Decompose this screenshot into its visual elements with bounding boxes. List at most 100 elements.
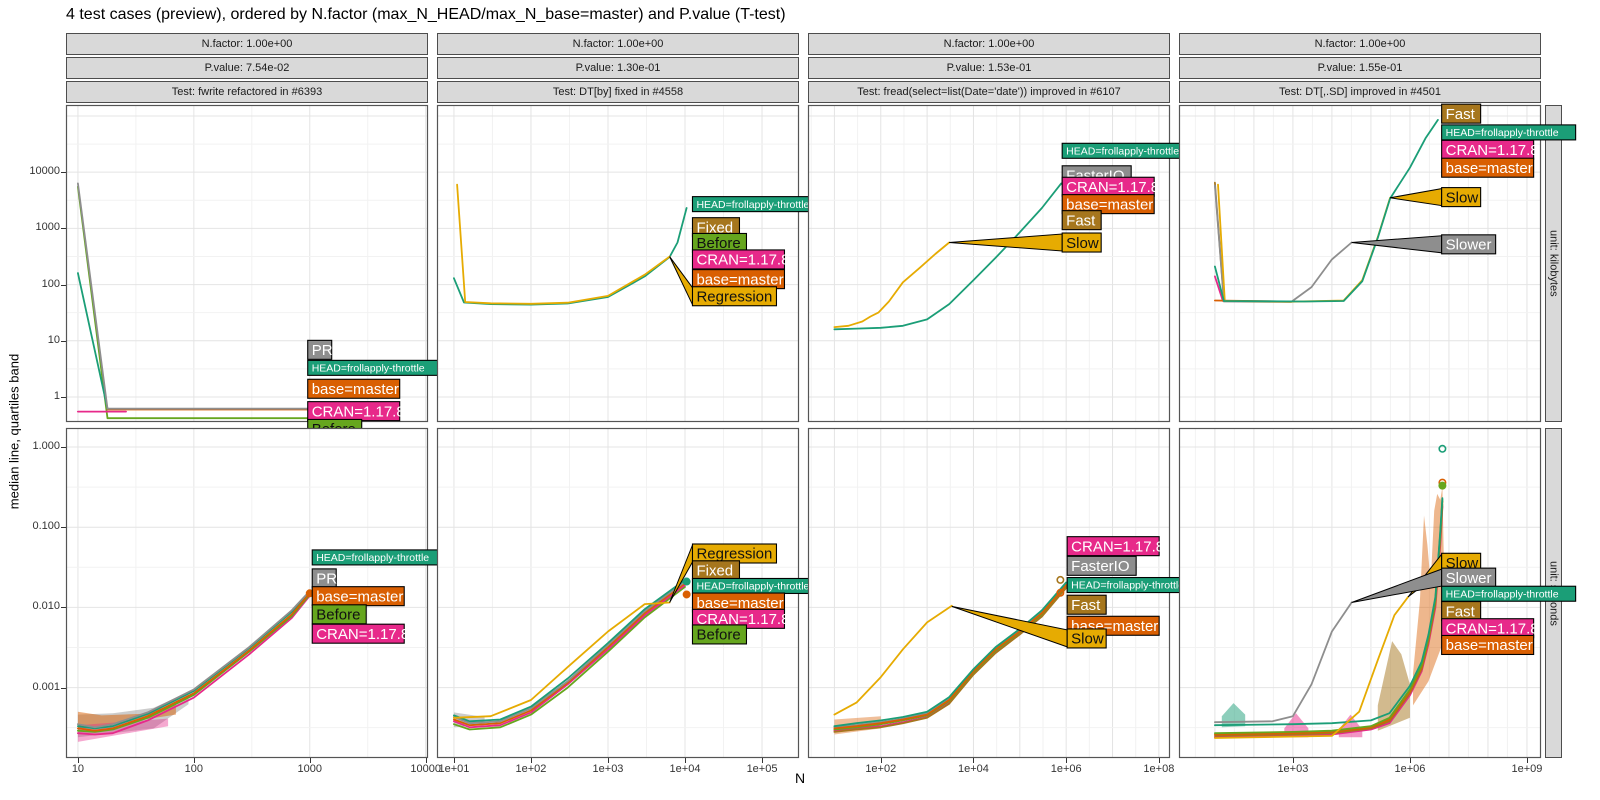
facet-strip: Test: fread(select=list(Date='date')) im… [808, 81, 1170, 103]
series-label-text: FasterIO [1071, 558, 1129, 575]
x-tick-mark [77, 758, 79, 763]
series-label-box [1441, 585, 1577, 602]
y-tick-mark [61, 607, 66, 609]
x-tick-mark [193, 758, 195, 763]
series-label-box [311, 623, 405, 644]
y-tick-mark [61, 447, 66, 448]
series-line-yellow [833, 604, 953, 716]
series-label-text: CRAN=1.17.8 [312, 403, 405, 420]
series-label-box [1066, 628, 1107, 649]
series-label-box [1441, 103, 1482, 124]
x-tick-label: 1e+08 [1143, 763, 1175, 775]
y-tick-label: 0.100 [32, 520, 60, 533]
facet-strip: P.value: 1.55e-01 [1179, 57, 1541, 79]
data-point-orange [682, 590, 691, 599]
series-line-yellow [1214, 595, 1410, 739]
data-point-teal [1438, 444, 1447, 453]
x-tick-label: 10000 [410, 763, 441, 775]
panel-2-1: CRAN=1.17.8 FasterIO HEAD=frollapply-throt… [807, 427, 1202, 759]
series-label-text: Fast [1446, 603, 1476, 620]
series-label-text: Before [696, 627, 740, 644]
series-line-teal [76, 272, 109, 410]
series-label-text: Fixed [696, 219, 733, 236]
series-label-text: base=master [1446, 160, 1533, 177]
data-point-teal [682, 577, 691, 586]
panel-1-0: HEAD=frollapply-throttle FixedBeforeCRAN=… [436, 104, 828, 423]
x-tick-label: 1e+09 [1511, 763, 1543, 775]
y-tick-label: 10 [47, 333, 60, 346]
y-tick-label: 1.000 [32, 440, 60, 452]
series-line-yellow [456, 183, 671, 305]
y-tick-label: 0.001 [32, 680, 60, 693]
y-tick-mark [61, 284, 66, 286]
series-label-box [1061, 232, 1102, 253]
series-line-gray [1214, 601, 1353, 724]
facet-strip: P.value: 1.30e-01 [437, 57, 799, 79]
series-label-text: base=master [312, 381, 399, 398]
series-label-text: CRAN=1.17.8 [1446, 142, 1539, 159]
x-tick-label: 1e+05 [746, 763, 778, 775]
plot-title: 4 test cases (preview), ordered by N.fac… [66, 6, 786, 23]
x-tick-mark [762, 758, 764, 763]
quartile-band-orange [77, 704, 176, 730]
series-label-text: CRAN=1.17.8 [696, 611, 789, 628]
series-label-text: Slow [1446, 189, 1479, 206]
x-axis-label: N [794, 770, 806, 786]
x-tick-label: 100 [184, 763, 204, 775]
panel-border [1178, 104, 1542, 423]
series-line-yellow [833, 241, 951, 329]
x-tick-label: 1e+04 [958, 763, 989, 775]
x-tick-label: 1e+06 [1050, 763, 1082, 775]
series-label-text: Before [316, 607, 360, 624]
series-line-orange [76, 592, 311, 732]
series-label-text: CRAN=1.17.8 [696, 252, 789, 269]
x-tick-label: 1000 [297, 763, 322, 775]
facet-strip: Test: DT[by] fixed in #4558 [437, 81, 799, 103]
series-label-text: HEAD=frollapply-throttle [1446, 127, 1559, 139]
series-label-text: Fast [1066, 212, 1096, 229]
series-line-teal [1214, 118, 1439, 303]
series-line-teal [452, 578, 686, 723]
series-label-text: HEAD=frollapply-throttle [1066, 145, 1179, 157]
x-tick-mark [973, 758, 975, 763]
facet-strip: P.value: 7.54e-02 [66, 57, 428, 79]
y-tick-mark [61, 228, 66, 230]
panel-border [807, 104, 1171, 423]
series-label-box [1441, 634, 1535, 656]
series-label-box [691, 249, 786, 270]
series-label-box [1441, 187, 1482, 208]
series-line-green [452, 585, 686, 731]
series-label-text: base=master [316, 588, 403, 605]
series-label-text: CRAN=1.17.8 [1071, 538, 1164, 555]
x-tick-mark [607, 758, 609, 763]
series-label-text: Regression [696, 288, 772, 305]
x-tick-mark [425, 758, 427, 763]
x-tick-mark [1292, 758, 1294, 763]
series-label-text: HEAD=frollapply-throttle [1446, 588, 1559, 600]
series-line-gray [76, 182, 314, 410]
series-label-text: Slower [1446, 237, 1492, 254]
series-label-box [691, 624, 748, 645]
series-label-text: HEAD=frollapply-throttle [312, 363, 425, 375]
series-label-text: HEAD=frollapply-throttle [696, 199, 809, 211]
facet-strip: Test: fwrite refactored in #6393 [66, 81, 428, 103]
series-label-box [1066, 536, 1160, 557]
unit-strip-label: unit: kilobytes [1547, 230, 1560, 297]
y-tick-label: 10000 [29, 165, 60, 178]
y-tick-label: 1 [53, 389, 60, 402]
facet-strip: N.factor: 1.00e+00 [808, 33, 1170, 55]
series-label-text: CRAN=1.17.8 [316, 626, 409, 643]
series-label-text: CRAN=1.17.8 [1446, 620, 1539, 637]
y-tick-label: 0.010 [32, 600, 60, 613]
quartile-band-orange [1413, 486, 1445, 706]
x-tick-label: 1e+01 [438, 763, 470, 775]
series-label-text: Regression [696, 546, 772, 563]
y-tick-label: 1000 [35, 221, 60, 234]
panel-border [436, 104, 800, 423]
panel-0-0: PR HEAD=frollapply-throttle base=master CRA… [65, 104, 443, 439]
y-tick-mark [61, 527, 66, 529]
series-label-text: base=master [1066, 196, 1153, 213]
y-tick-mark [61, 340, 66, 342]
x-tick-label: 1e+02 [515, 763, 547, 775]
facet-strip: N.factor: 1.00e+00 [437, 33, 799, 55]
